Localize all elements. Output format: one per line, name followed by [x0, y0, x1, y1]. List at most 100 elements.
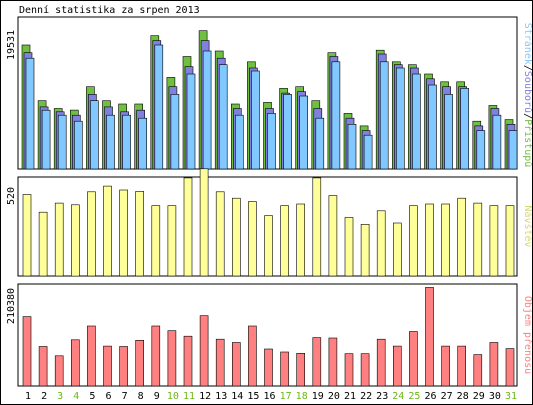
x-tick-day-23: 23 [376, 391, 388, 402]
legend-sep: / [522, 113, 532, 119]
bar-visits-day-6 [103, 185, 112, 277]
x-tick-day-29: 29 [473, 391, 485, 402]
legend-hits: Přístupů [522, 119, 532, 167]
bar-bytes-day-15 [248, 325, 257, 387]
x-tick-day-25: 25 [408, 391, 420, 402]
bar-pages-day-7 [122, 114, 131, 170]
bar-bytes-day-26 [425, 287, 434, 387]
bar-pages-day-6 [106, 114, 115, 170]
bar-pages-day-2 [41, 109, 51, 170]
x-tick-day-15: 15 [247, 391, 259, 402]
x-tick-day-5: 5 [89, 391, 95, 402]
bar-bytes-day-23 [376, 338, 386, 387]
x-tick-day-24: 24 [392, 391, 404, 402]
legend-files: Souborů [522, 71, 532, 113]
bar-bytes-day-6 [103, 345, 112, 387]
bar-bytes-day-9 [151, 325, 161, 387]
bar-bytes-day-4 [71, 339, 80, 387]
bar-pages-day-1 [25, 57, 35, 170]
bar-bytes-day-11 [183, 335, 193, 387]
x-tick-day-6: 6 [105, 391, 111, 402]
bar-bytes-day-21 [344, 353, 354, 387]
bar-bytes-day-12 [199, 315, 209, 387]
bar-visits-day-18 [296, 203, 306, 277]
x-tick-day-14: 14 [231, 391, 243, 402]
bar-visits-day-23 [376, 210, 386, 277]
x-tick-day-2: 2 [41, 391, 47, 402]
bar-visits-day-26 [425, 203, 434, 277]
bar-visits-day-9 [151, 205, 161, 277]
x-tick-day-20: 20 [328, 391, 340, 402]
bar-visits-day-15 [248, 201, 257, 277]
bar-bytes-day-1 [22, 316, 32, 387]
bar-pages-day-8 [138, 117, 147, 170]
bar-bytes-day-16 [264, 348, 273, 387]
x-tick-day-18: 18 [296, 391, 308, 402]
x-tick-day-21: 21 [344, 391, 356, 402]
side-label-visits: Návštěv [522, 205, 532, 247]
bar-bytes-day-20 [328, 337, 338, 387]
bar-bytes-day-5 [87, 325, 96, 387]
bar-pages-day-25 [412, 73, 421, 170]
bar-visits-day-3 [54, 202, 64, 277]
x-tick-day-22: 22 [360, 391, 372, 402]
bar-bytes-day-22 [360, 353, 370, 387]
bar-visits-day-4 [71, 204, 80, 277]
x-tick-day-30: 30 [489, 391, 501, 402]
bar-visits-day-10 [167, 205, 177, 277]
bar-visits-day-20 [328, 195, 338, 277]
bar-visits-day-27 [441, 203, 450, 277]
bar-bytes-day-14 [232, 342, 241, 387]
bar-bytes-day-8 [135, 339, 144, 387]
legend-pages: Stránek [522, 23, 532, 65]
bar-pages-day-17 [283, 94, 292, 170]
bar-visits-day-19 [312, 177, 322, 277]
chart-bars [21, 30, 518, 387]
bar-pages-day-29 [476, 130, 486, 170]
bar-bytes-day-25 [409, 331, 418, 387]
x-tick-day-28: 28 [457, 391, 469, 402]
bar-visits-day-11 [183, 177, 193, 277]
bar-pages-day-21 [347, 124, 357, 170]
bar-visits-day-13 [215, 191, 225, 277]
bar-pages-day-10 [170, 94, 180, 170]
x-tick-day-9: 9 [154, 391, 160, 402]
x-tick-day-16: 16 [263, 391, 275, 402]
bar-pages-day-31 [508, 130, 518, 170]
x-tick-day-12: 12 [199, 391, 211, 402]
x-tick-day-27: 27 [441, 391, 453, 402]
bar-bytes-day-30 [489, 342, 499, 387]
x-tick-day-17: 17 [280, 391, 292, 402]
bar-visits-day-24 [392, 222, 402, 277]
x-tick-day-19: 19 [312, 391, 324, 402]
chart-labels: 19531 Stránek/Souborů/Přístupů520Návštěv2… [6, 23, 532, 402]
bar-pages-day-4 [74, 120, 83, 170]
bar-visits-day-17 [280, 205, 289, 277]
bar-visits-day-30 [489, 205, 499, 277]
bar-bytes-day-13 [215, 338, 225, 387]
bar-visits-day-28 [457, 197, 467, 277]
bar-pages-day-16 [267, 113, 276, 170]
bar-bytes-day-31 [505, 348, 515, 387]
bar-pages-day-5 [90, 100, 99, 170]
x-tick-day-11: 11 [183, 391, 195, 402]
bar-pages-day-28 [460, 88, 470, 170]
x-tick-day-4: 4 [73, 391, 79, 402]
side-label-bytes: Objem přenosu [522, 296, 532, 374]
bar-bytes-day-17 [280, 351, 289, 387]
bar-pages-day-11 [186, 73, 196, 170]
bar-pages-day-18 [299, 95, 309, 170]
x-tick-day-13: 13 [215, 391, 227, 402]
bar-bytes-day-7 [119, 346, 128, 387]
bar-pages-day-15 [251, 70, 260, 170]
chart-title: Denní statistika za srpen 2013 [19, 5, 200, 16]
bar-pages-day-22 [363, 134, 373, 170]
bar-pages-day-20 [331, 61, 341, 170]
x-tick-day-31: 31 [505, 391, 517, 402]
bar-bytes-day-10 [167, 330, 177, 387]
x-tick-day-8: 8 [138, 391, 144, 402]
y-tick-max-bytes: 210380 [6, 288, 17, 324]
bar-pages-day-30 [492, 114, 502, 170]
bar-bytes-day-27 [441, 345, 450, 387]
